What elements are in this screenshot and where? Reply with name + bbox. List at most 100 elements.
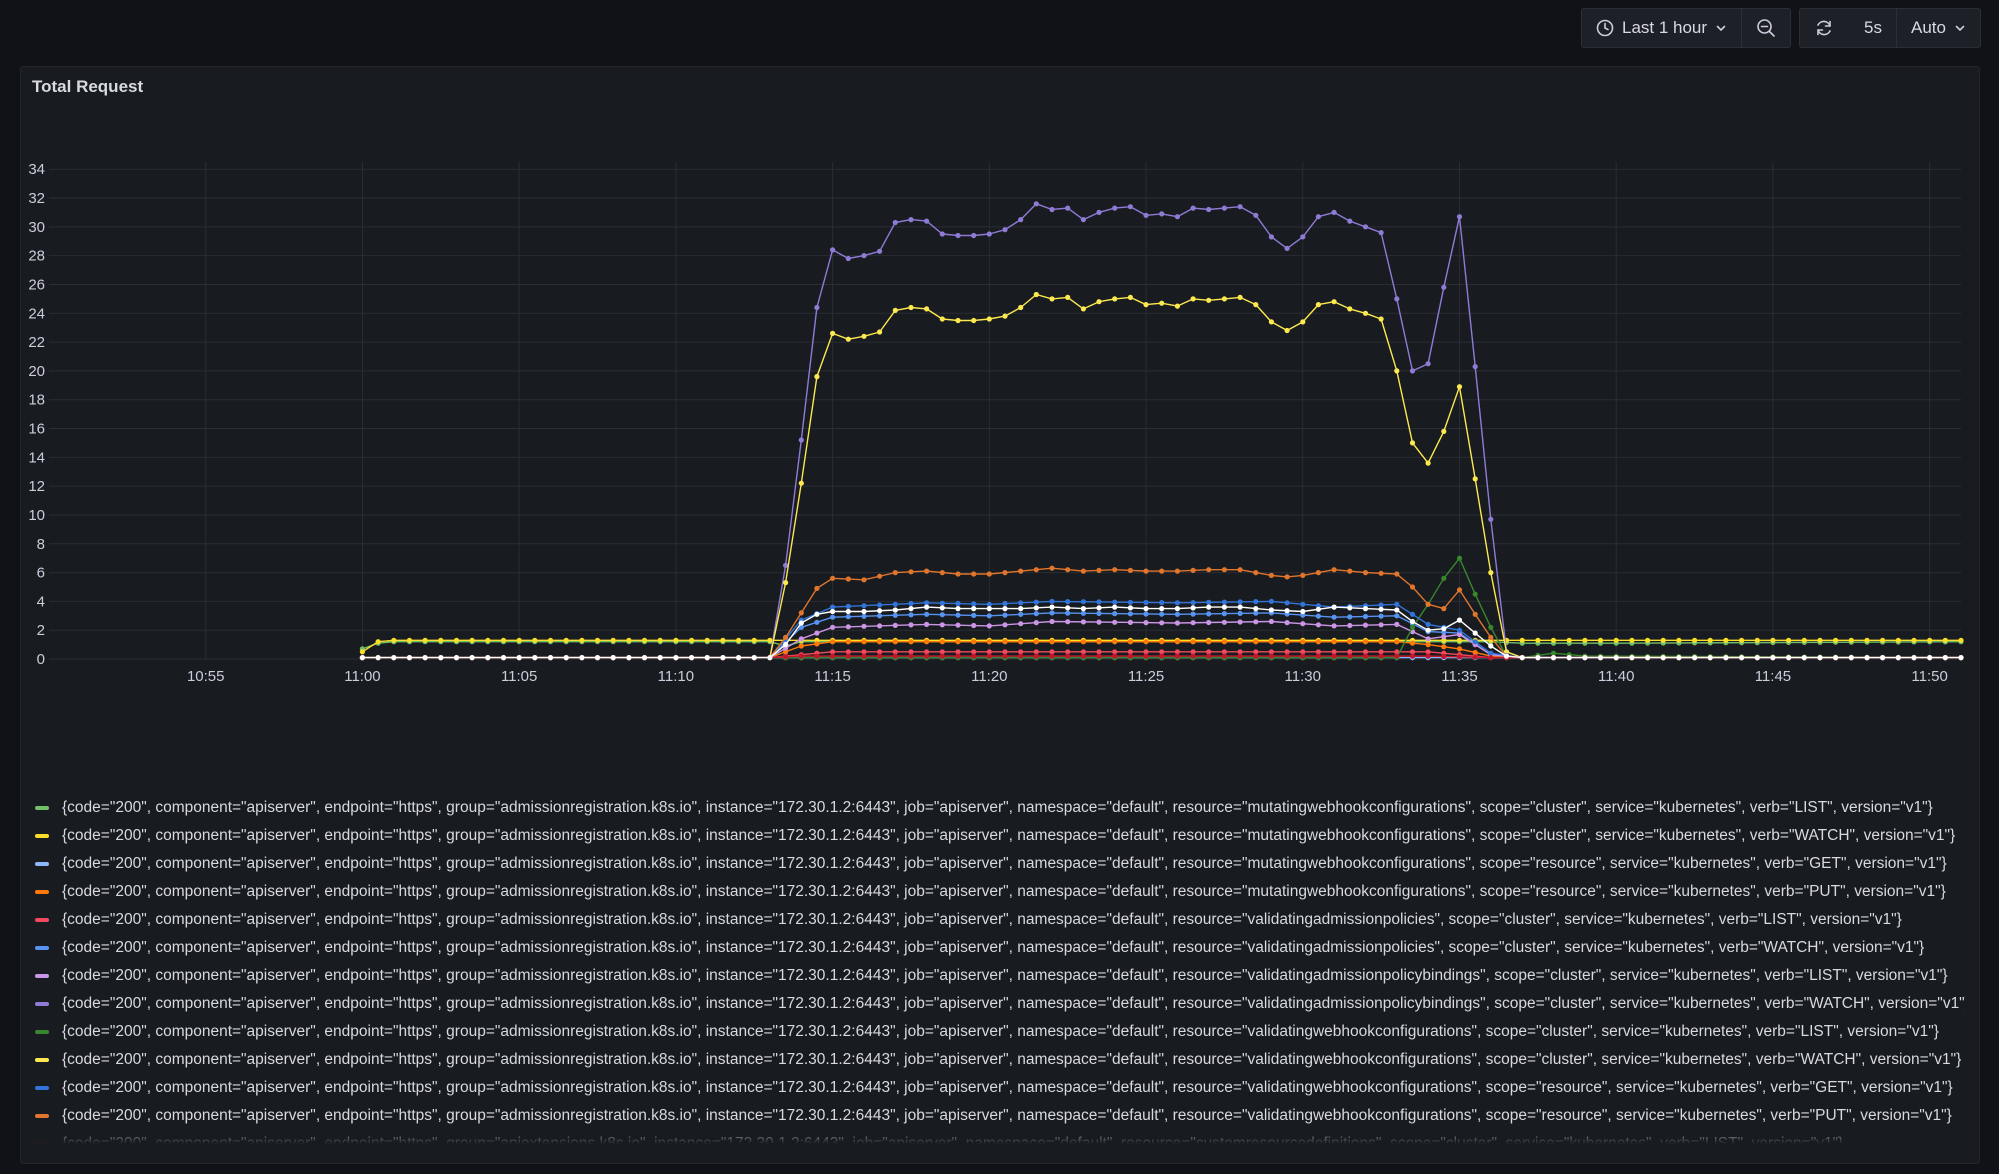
data-point	[1456, 587, 1463, 593]
data-point	[986, 606, 992, 612]
data-point	[1409, 611, 1416, 617]
data-point	[1613, 655, 1619, 661]
data-point	[626, 655, 632, 661]
legend-item[interactable]: {code="200", component="apiserver", endp…	[35, 878, 1965, 906]
refresh-button[interactable]: 5s	[1800, 9, 1898, 47]
data-point	[971, 571, 977, 577]
legend-label: {code="200", component="apiserver", endp…	[62, 827, 1956, 844]
data-point	[877, 639, 883, 645]
data-point	[1425, 627, 1431, 633]
data-point	[939, 231, 945, 237]
legend-item[interactable]: {code="200", component="apiserver", endp…	[35, 1018, 1965, 1046]
data-point	[830, 653, 836, 659]
data-point	[877, 573, 883, 579]
data-point	[1535, 655, 1541, 661]
data-point	[1315, 653, 1321, 659]
chevron-down-icon	[1715, 22, 1727, 34]
data-point	[1347, 568, 1353, 574]
data-point	[1065, 653, 1071, 659]
data-point	[1018, 649, 1024, 655]
data-point	[971, 606, 977, 612]
data-point	[830, 247, 836, 253]
legend-label: {code="200", component="apiserver", endp…	[62, 1135, 1844, 1144]
data-point	[485, 637, 491, 643]
data-point	[1159, 606, 1165, 612]
data-point	[453, 637, 460, 643]
legend-item[interactable]: {code="200", component="apiserver", endp…	[35, 1130, 1965, 1144]
x-tick-label: 11:25	[1128, 668, 1164, 685]
data-point	[1958, 637, 1964, 643]
legend-item[interactable]: {code="200", component="apiserver", endp…	[35, 934, 1965, 962]
data-point	[971, 601, 977, 607]
legend-item[interactable]: {code="200", component="apiserver", endp…	[35, 1102, 1965, 1130]
legend-swatch	[35, 806, 49, 810]
data-point	[1472, 591, 1478, 597]
data-point	[391, 637, 397, 643]
time-range-picker[interactable]: Last 1 hour	[1582, 9, 1743, 47]
data-point	[845, 639, 851, 645]
data-point	[1112, 604, 1118, 610]
data-point	[720, 655, 726, 661]
legend-item[interactable]: {code="200", component="apiserver", endp…	[35, 822, 1965, 850]
data-point	[1441, 634, 1447, 640]
data-point	[689, 637, 695, 643]
data-point	[1692, 655, 1698, 661]
data-point	[469, 637, 475, 643]
data-point	[1927, 655, 1933, 661]
data-point	[830, 639, 836, 645]
y-tick-label: 8	[37, 536, 45, 553]
data-point	[1362, 639, 1369, 645]
data-point	[1488, 516, 1494, 522]
refresh-mode-label: Auto	[1911, 18, 1946, 37]
data-point	[1315, 622, 1321, 628]
data-point	[924, 218, 930, 224]
data-point	[955, 612, 961, 618]
data-point	[1268, 319, 1274, 325]
x-tick-label: 11:45	[1755, 668, 1791, 685]
data-point	[924, 604, 930, 610]
data-point	[579, 637, 585, 643]
data-point	[1362, 622, 1369, 628]
legend-item[interactable]: {code="200", component="apiserver", endp…	[35, 1046, 1965, 1074]
data-point	[1018, 217, 1024, 223]
y-tick-label: 16	[28, 421, 45, 438]
data-point	[798, 653, 804, 659]
legend-item[interactable]: {code="200", component="apiserver", endp…	[35, 794, 1965, 822]
data-point	[1409, 618, 1416, 625]
data-point	[563, 637, 569, 643]
data-point	[516, 655, 522, 661]
data-point	[532, 655, 538, 661]
data-point	[610, 655, 616, 661]
data-point	[1159, 300, 1165, 306]
data-point	[1597, 655, 1604, 661]
data-point	[1143, 611, 1149, 617]
refresh-interval-label: 5s	[1864, 18, 1883, 37]
legend-swatch	[35, 1002, 49, 1006]
data-point	[1315, 613, 1321, 619]
legend-item[interactable]: {code="200", component="apiserver", endp…	[35, 1074, 1965, 1102]
data-point	[830, 608, 836, 615]
grid	[49, 162, 1961, 660]
data-point	[877, 653, 883, 659]
data-point	[1065, 610, 1071, 616]
data-point	[1206, 653, 1212, 659]
legend-item[interactable]: {code="200", component="apiserver", endp…	[35, 906, 1965, 934]
zoom-out-button[interactable]	[1742, 9, 1790, 47]
data-point	[704, 655, 710, 661]
data-point	[892, 639, 898, 645]
data-point	[814, 619, 820, 625]
panel-title[interactable]: Total Request	[32, 77, 144, 96]
data-point	[908, 622, 914, 628]
legend-item[interactable]: {code="200", component="apiserver", endp…	[35, 850, 1965, 878]
data-point	[1895, 637, 1901, 643]
legend-item[interactable]: {code="200", component="apiserver", endp…	[35, 990, 1965, 1018]
data-point	[924, 600, 930, 606]
refresh-interval-picker[interactable]: Auto	[1897, 9, 1980, 47]
legend-item[interactable]: {code="200", component="apiserver", endp…	[35, 962, 1965, 990]
data-point	[1190, 600, 1196, 606]
y-tick-label: 14	[28, 449, 45, 466]
data-point	[1190, 296, 1196, 302]
data-point	[1080, 568, 1086, 574]
data-point	[485, 655, 491, 661]
